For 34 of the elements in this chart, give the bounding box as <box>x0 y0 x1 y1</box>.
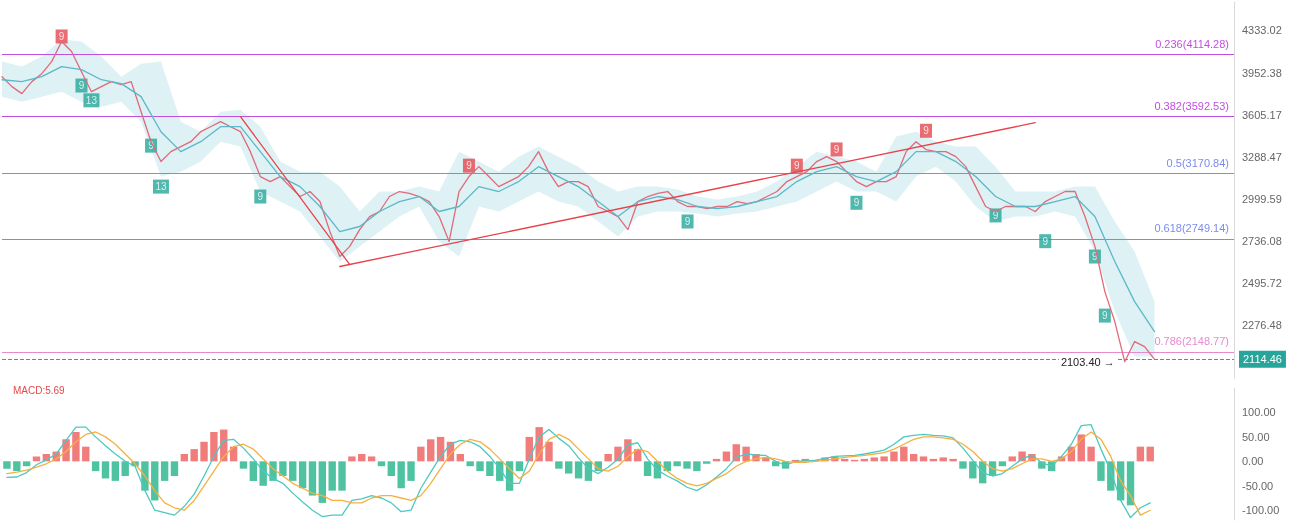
chart-title: MACD:5.69 <box>13 384 66 396</box>
y-tick-label: 2495.72 <box>1242 277 1282 290</box>
series-label: 13 <box>85 94 98 106</box>
y-tick-label: -100.00 <box>1242 504 1280 517</box>
series-label: 9 <box>78 80 85 92</box>
text: 9 <box>853 197 860 209</box>
ref-line-label: 0.786(2148.77) <box>1154 335 1229 348</box>
text: 9 <box>257 191 264 203</box>
text: 9 <box>794 160 800 172</box>
text: 9 <box>833 143 840 155</box>
y-tick-label: -50.00 <box>1242 479 1274 492</box>
text: 13 <box>155 181 167 193</box>
y-tick-label: 2276.48 <box>1242 319 1282 332</box>
text: 9 <box>1042 235 1049 247</box>
text: 9 <box>466 160 472 172</box>
series-label: 9 <box>58 30 65 42</box>
ref-line-label: 0.618(2749.14) <box>1154 222 1229 235</box>
text: 9 <box>684 216 691 227</box>
y-tick-label: 2736.08 <box>1242 235 1282 248</box>
y-tick-label: 100.00 <box>1242 406 1276 419</box>
data-label: 2103.40 → <box>1060 355 1115 368</box>
y-tick-label: 2999.59 <box>1242 193 1282 206</box>
y-tick-label: 0.00 <box>1242 455 1264 468</box>
y-tick-label: 4333.02 <box>1242 24 1282 37</box>
text: 9 <box>923 125 929 137</box>
ref-line-label: 0.236(4114.28) <box>1155 37 1229 50</box>
y-tick-label: 3288.47 <box>1242 150 1282 163</box>
ref-line-label: 0.382(3592.53) <box>1154 99 1229 112</box>
ref-line-label: 0.5(3170.84) <box>1166 157 1229 170</box>
ref-line-label: 2114.46 <box>1243 353 1282 366</box>
text: 9 <box>1102 310 1108 322</box>
y-tick-label: 3605.17 <box>1242 108 1282 121</box>
y-tick-label: 50.00 <box>1242 430 1270 443</box>
y-tick-label: 3952.38 <box>1242 66 1282 79</box>
